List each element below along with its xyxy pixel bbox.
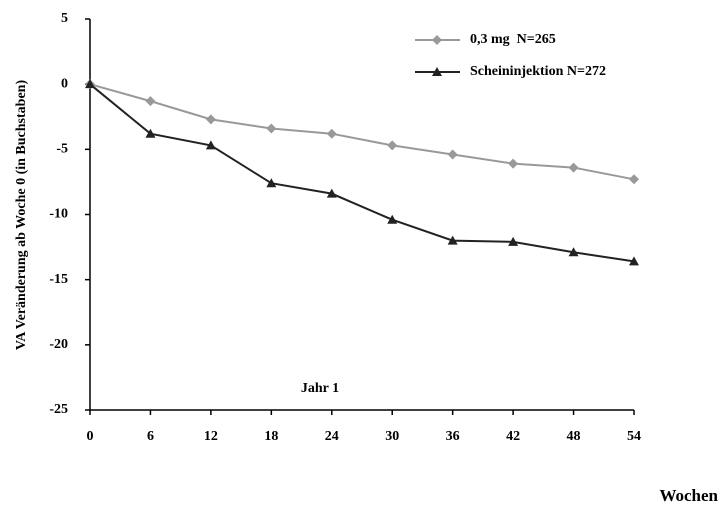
marker bbox=[447, 235, 458, 245]
x-tick-label: 0 bbox=[87, 429, 94, 444]
marker bbox=[629, 256, 639, 266]
marker bbox=[568, 162, 579, 173]
x-tick-label: 30 bbox=[385, 429, 399, 444]
marker bbox=[326, 188, 337, 198]
y-tick-label: -10 bbox=[49, 207, 68, 222]
marker bbox=[629, 174, 639, 185]
series-line bbox=[89, 83, 635, 181]
x-tick-label: 54 bbox=[627, 429, 641, 444]
legend-label: Scheininjektion N=272 bbox=[470, 64, 606, 79]
marker bbox=[205, 140, 216, 150]
marker bbox=[266, 123, 277, 134]
marker bbox=[568, 247, 579, 257]
x-tick-label: 48 bbox=[567, 429, 581, 444]
y-tick-label: -5 bbox=[56, 142, 68, 157]
marker bbox=[387, 214, 398, 224]
marker bbox=[447, 149, 458, 160]
x-tick-label: 12 bbox=[204, 429, 218, 444]
marker bbox=[85, 79, 95, 89]
y-tick-label: 5 bbox=[61, 11, 68, 26]
x-axis-label: Wochen bbox=[659, 486, 718, 505]
marker bbox=[387, 140, 398, 151]
y-tick-label: -15 bbox=[49, 272, 68, 287]
marker bbox=[508, 236, 519, 246]
legend-marker bbox=[432, 35, 442, 45]
x-tick-label: 42 bbox=[506, 429, 520, 444]
x-tick-label: 24 bbox=[325, 429, 339, 444]
legend-label: 0,3 mg N=265 bbox=[470, 32, 556, 47]
marker bbox=[266, 178, 277, 188]
y-tick-label: -20 bbox=[49, 337, 68, 352]
annotation: Jahr 1 bbox=[301, 381, 339, 396]
x-tick-label: 6 bbox=[147, 429, 154, 444]
marker bbox=[145, 96, 156, 107]
y-axis-label: VA Veränderung ab Woche 0 (in Buchstaben… bbox=[14, 80, 29, 351]
x-tick-label: 18 bbox=[264, 429, 278, 444]
marker bbox=[145, 128, 156, 138]
marker bbox=[205, 114, 216, 125]
y-tick-label: -25 bbox=[49, 402, 68, 417]
legend-marker bbox=[432, 67, 442, 76]
x-tick-label: 36 bbox=[446, 429, 460, 444]
y-tick-label: 0 bbox=[61, 76, 68, 91]
series-line bbox=[89, 83, 635, 263]
marker bbox=[326, 128, 337, 139]
marker bbox=[508, 158, 519, 169]
